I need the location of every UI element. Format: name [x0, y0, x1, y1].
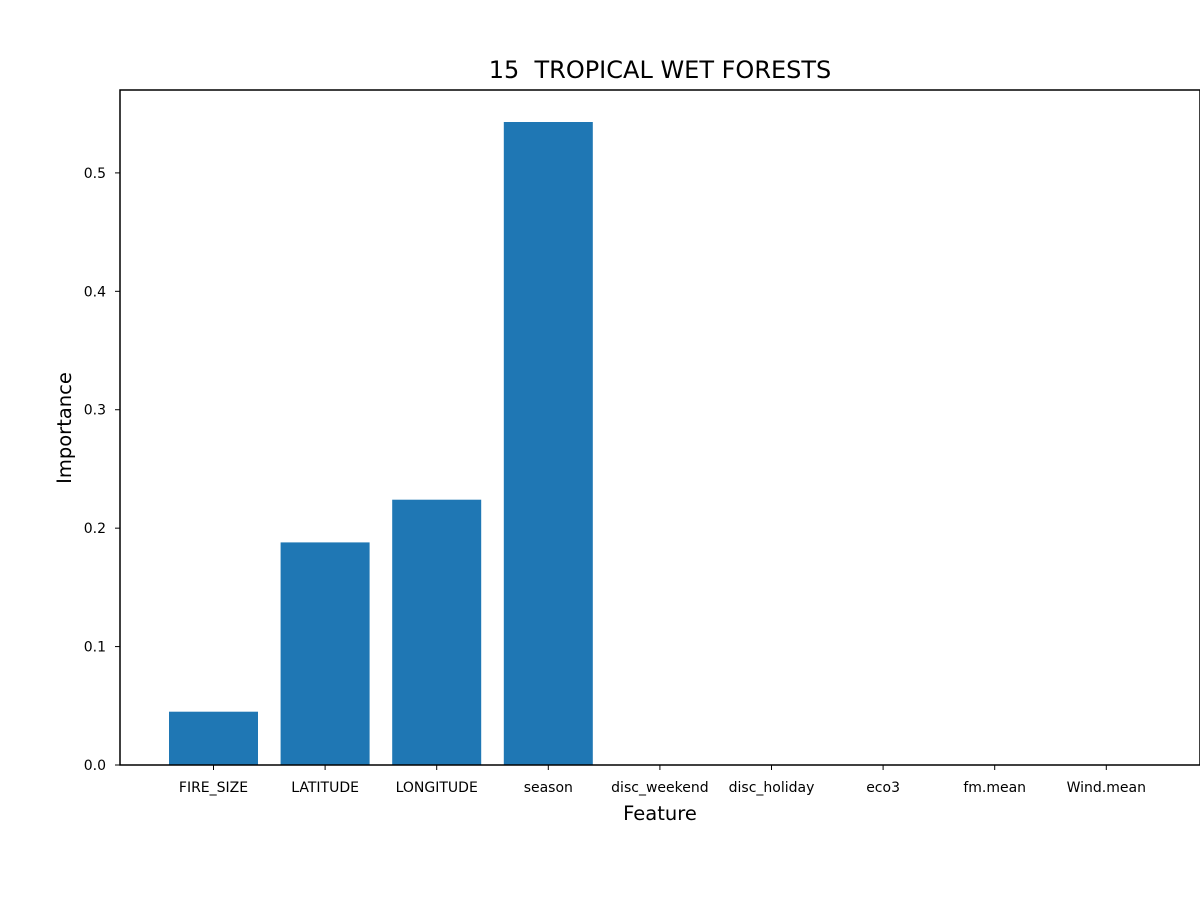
x-tick-label: fm.mean — [963, 780, 1026, 796]
x-tick-label: disc_holiday — [729, 780, 815, 796]
x-tick-label: Wind.mean — [1067, 780, 1146, 796]
y-axis-ticks: 0.0 0.1 0.2 0.3 0.4 0.5 — [84, 166, 120, 774]
bar-season — [503, 122, 593, 765]
y-tick-label: 0.2 — [84, 521, 106, 537]
x-tick-label: LATITUDE — [291, 780, 359, 796]
x-axis-ticks: FIRE_SIZE LATITUDE LONGITUDE season disc_wee… — [179, 765, 1146, 796]
y-tick-label: 0.3 — [84, 403, 106, 419]
y-axis-label: Importance — [53, 372, 76, 484]
y-tick-label: 0.1 — [84, 640, 106, 656]
y-tick-label: 0.0 — [84, 758, 106, 774]
x-tick-label: disc_weekend — [611, 780, 708, 796]
plot-frame — [119, 89, 1200, 766]
x-axis-label: Feature — [623, 802, 697, 825]
bar-latitude — [280, 542, 370, 765]
bars-group — [169, 122, 593, 765]
y-tick-label: 0.4 — [84, 284, 106, 300]
bar-fire-size — [169, 711, 258, 765]
bar-longitude — [392, 499, 482, 765]
x-tick-label: season — [524, 780, 573, 796]
y-tick-label: 0.5 — [84, 166, 106, 182]
chart-title: 15 TROPICAL WET FORESTS — [489, 56, 832, 84]
x-tick-label: LONGITUDE — [396, 780, 478, 796]
x-tick-label: eco3 — [866, 780, 900, 796]
x-tick-label: FIRE_SIZE — [179, 780, 248, 796]
